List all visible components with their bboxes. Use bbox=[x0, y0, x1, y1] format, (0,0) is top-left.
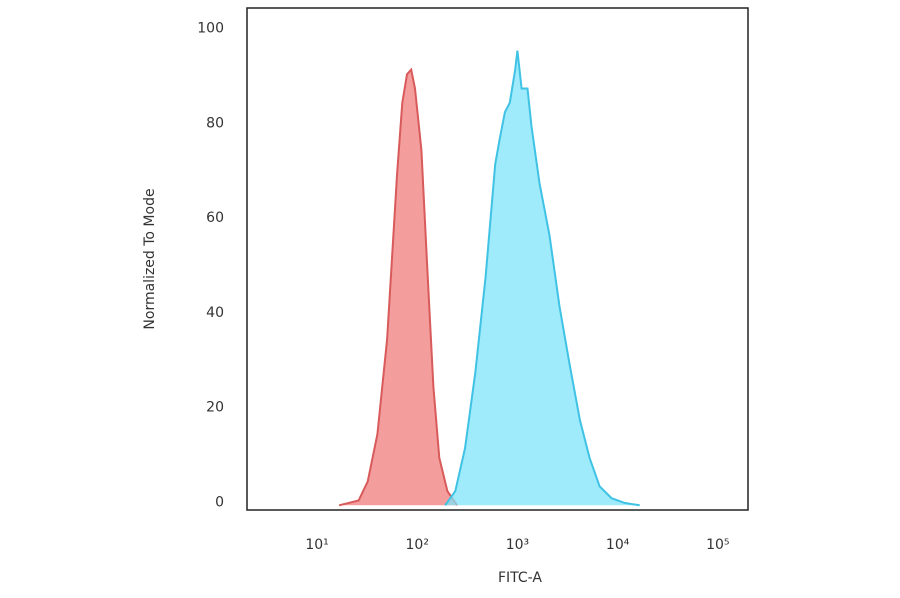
histogram-area bbox=[444, 50, 640, 507]
x-axis-label: FITC-A bbox=[498, 570, 542, 586]
y-tick-label: 0 bbox=[215, 494, 224, 510]
x-tick-label: 10² bbox=[406, 537, 429, 553]
y-tick-label: 20 bbox=[206, 400, 224, 416]
y-tick-label: 40 bbox=[206, 305, 224, 321]
y-axis-label: Normalized To Mode bbox=[142, 188, 158, 329]
histogram-area bbox=[338, 67, 458, 507]
plot-frame bbox=[246, 7, 749, 511]
x-tick-label: 10⁴ bbox=[606, 537, 630, 553]
y-tick-label: 80 bbox=[206, 115, 224, 131]
x-tick-label: 10¹ bbox=[305, 537, 328, 553]
y-tick-label: 100 bbox=[197, 21, 224, 37]
x-tick-label: 10³ bbox=[506, 537, 529, 553]
y-tick-label: 60 bbox=[206, 210, 224, 226]
x-tick-label: 10⁵ bbox=[706, 537, 729, 553]
